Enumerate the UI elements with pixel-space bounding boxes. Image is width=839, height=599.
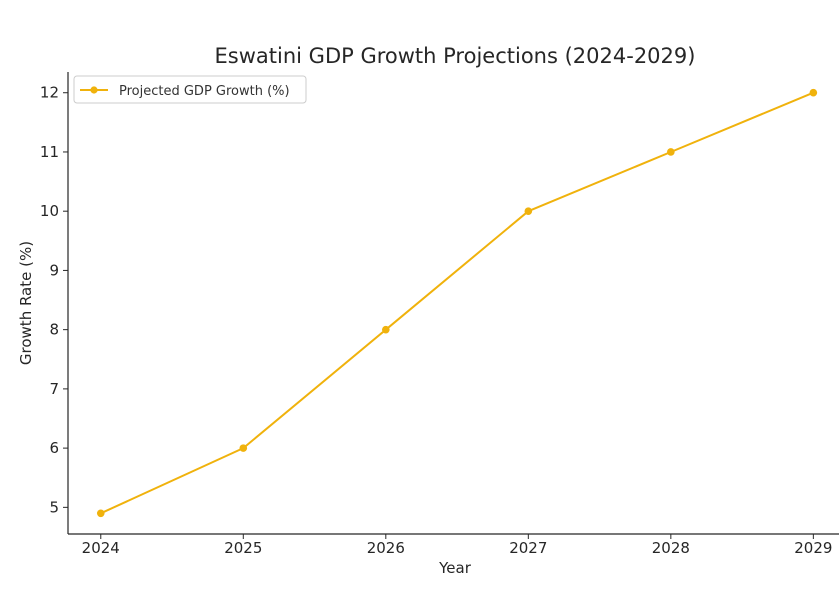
series-line	[100, 91, 814, 515]
y-tick-label: 6	[49, 439, 59, 457]
data-point	[667, 148, 675, 156]
chart-title: Eswatini GDP Growth Projections (2024-20…	[215, 44, 696, 68]
y-tick-label: 10	[40, 202, 59, 220]
x-tick-label: 2028	[652, 539, 690, 557]
y-tick-label: 9	[49, 261, 59, 279]
data-point	[809, 88, 818, 97]
legend-marker-swatch	[90, 86, 98, 94]
x-tick-label: 2029	[794, 539, 832, 557]
data-point	[382, 325, 390, 334]
y-axis-label: Growth Rate (%)	[17, 241, 35, 365]
data-point	[96, 509, 105, 518]
legend: Projected GDP Growth (%)	[73, 75, 307, 104]
legend-box	[73, 75, 307, 104]
x-tick-label: 2026	[367, 539, 405, 557]
data-point	[524, 207, 533, 215]
y-tick-label: 8	[49, 321, 59, 339]
y-tick-label: 7	[49, 380, 59, 398]
series-layer	[96, 88, 818, 518]
y-tick-label: 12	[40, 84, 59, 102]
data-point	[239, 444, 248, 452]
x-tick-label: 2024	[82, 539, 120, 557]
y-tick-label: 11	[40, 143, 59, 161]
y-tick-label: 5	[49, 498, 59, 516]
x-axis-label: Year	[438, 559, 472, 577]
x-tick-label: 2027	[509, 539, 547, 557]
x-tick-label: 2025	[224, 539, 262, 557]
y-axis-ticks: 5 6 7 8 9 10 11 12	[40, 84, 68, 516]
x-axis-ticks: 2024 2025 2026 2027 2028 2029	[82, 534, 832, 557]
legend-entry-label: Projected GDP Growth (%)	[119, 84, 290, 99]
